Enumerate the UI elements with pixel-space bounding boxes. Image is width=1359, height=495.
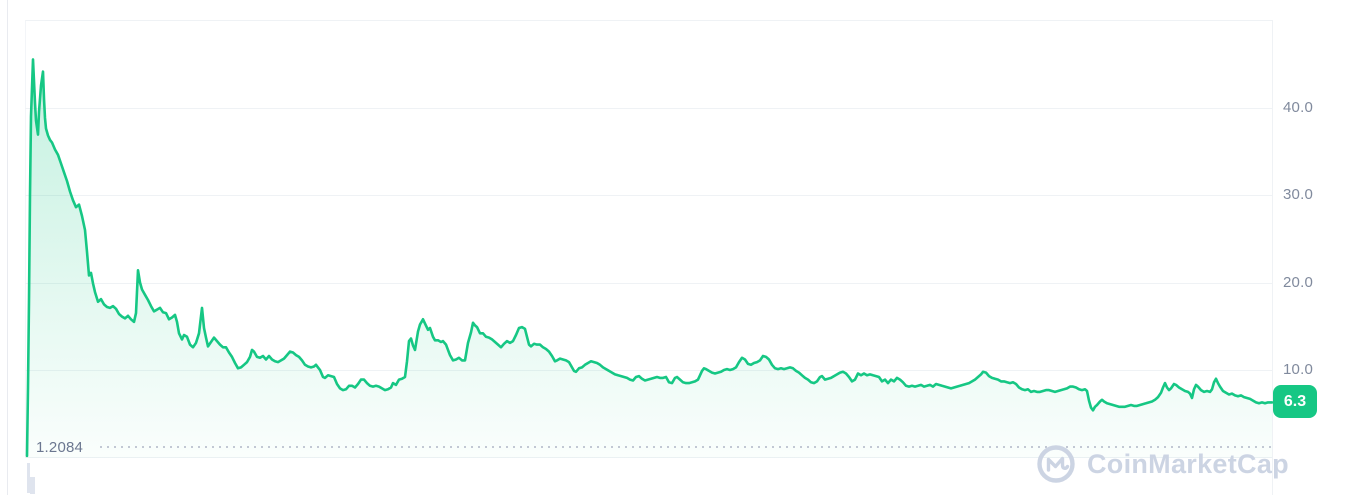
- coinmarketcap-logo-icon: [1037, 445, 1075, 483]
- page-edge-divider: [7, 0, 8, 495]
- h-gridline: [25, 370, 1272, 371]
- y-axis-tick-label: 20.0: [1283, 273, 1313, 291]
- volume-bar: [30, 477, 35, 494]
- h-gridline: [25, 107, 1272, 109]
- plot-right-axis-line: [1272, 20, 1273, 495]
- y-axis-tick-label: 10.0: [1283, 361, 1313, 378]
- watermark-text: CoinMarketCap: [1087, 449, 1289, 479]
- current-price-value: 6.3: [1283, 392, 1307, 410]
- volume-bars: [27, 463, 35, 494]
- min-price-label: 1.2084: [36, 438, 84, 456]
- current-price-badge: 6.3: [1273, 385, 1317, 418]
- volume-bar: [27, 463, 30, 493]
- min-price-dotted-line: [100, 445, 1272, 448]
- y-axis-tick-label: 40.0: [1283, 98, 1313, 116]
- coinmarketcap-watermark: CoinMarketCap: [1036, 444, 1289, 484]
- h-gridline: [25, 282, 1272, 284]
- y-axis-tick-label: 30.0: [1283, 186, 1313, 203]
- h-gridline: [25, 195, 1272, 196]
- price-area-fill: [27, 59, 1272, 459]
- price-line: [25, 58, 1274, 458]
